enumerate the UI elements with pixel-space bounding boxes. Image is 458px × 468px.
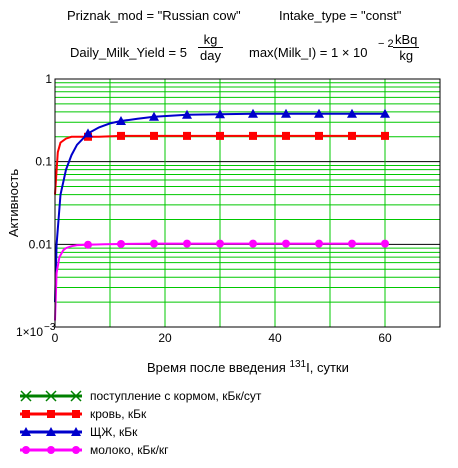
header-max-exponent: − 2 [378, 38, 394, 50]
legend-marker [22, 410, 30, 418]
series-layer [54, 108, 390, 321]
legend-marker [72, 410, 80, 418]
x-tick-label: 40 [268, 331, 282, 345]
series-line [54, 242, 385, 321]
series-marker [83, 128, 93, 138]
series-marker [381, 239, 389, 248]
series-marker [248, 108, 258, 118]
series-marker [183, 131, 191, 140]
header-max-milk: max(Milk_I) = 1 × 10 [249, 45, 368, 60]
series-marker [84, 240, 92, 249]
series-marker [282, 239, 290, 248]
header-yield: Daily_Milk_Yield = 5 [70, 45, 187, 60]
series-marker [381, 131, 389, 140]
legend: поступление с кормом, кБк/сут кровь, кБк Щ… [20, 389, 262, 457]
header-max-unit: kBq kg [393, 32, 420, 63]
series-marker [216, 239, 224, 248]
plot-frame [54, 78, 441, 328]
y-tick-label: 1×10 [16, 325, 43, 339]
x-tick-label: 60 [378, 331, 392, 345]
x-axis-label: Время после введения 131I, сутки [147, 359, 349, 375]
legend-marker [45, 390, 57, 402]
series-marker [281, 108, 291, 118]
axes: 1×10 −3 0.01 0.1 1 0 20 40 60 Активность Время пос… [6, 72, 392, 375]
y-tick-exponent: −3 [44, 322, 56, 333]
series-marker [150, 239, 158, 248]
series-marker [380, 108, 390, 118]
series-marker [282, 131, 290, 140]
y-axis-label: Активность [6, 169, 21, 237]
legend-marker [71, 427, 81, 436]
yield-unit-denominator: day [200, 48, 221, 63]
header-yield-unit: kg day [198, 32, 223, 63]
y-tick-label: 0.1 [35, 155, 52, 169]
x-tick-label: 0 [52, 331, 59, 345]
series-marker [315, 131, 323, 140]
max-unit-denominator: kg [399, 48, 414, 63]
series-marker [314, 108, 324, 118]
y-tick-label: 0.01 [29, 237, 53, 251]
series-marker [249, 239, 257, 248]
x-tick-label: 20 [158, 331, 172, 345]
series-marker [347, 108, 357, 118]
series-marker [348, 131, 356, 140]
legend-label: молоко, кБк/кг [90, 443, 169, 457]
legend-marker [70, 390, 82, 402]
legend-marker [20, 390, 32, 402]
series-marker [149, 111, 159, 121]
series-marker [117, 239, 125, 248]
series-marker [216, 131, 224, 140]
legend-marker [47, 446, 55, 454]
header-priznak: Priznak_mod = "Russian cow" [67, 8, 241, 23]
header-intake: Intake_type = "const" [279, 8, 402, 23]
series-marker [215, 109, 225, 119]
series-marker [315, 239, 323, 248]
legend-marker [47, 410, 55, 418]
series-marker [182, 109, 192, 119]
legend-marker [22, 446, 30, 454]
legend-marker [72, 446, 80, 454]
legend-marker [21, 427, 31, 436]
series-marker [150, 131, 158, 140]
series-marker [183, 239, 191, 248]
series-marker [249, 131, 257, 140]
yield-unit-numerator: kg [198, 32, 223, 48]
legend-label: поступление с кормом, кБк/сут [90, 389, 262, 403]
legend-label: кровь, кБк [90, 407, 147, 421]
series-marker [348, 239, 356, 248]
max-unit-numerator: kBq [393, 32, 420, 48]
series-marker [116, 116, 126, 126]
legend-label: ЩЖ, кБк [90, 425, 138, 439]
y-tick-label: 1 [45, 72, 52, 86]
series-marker [117, 131, 125, 140]
legend-marker [46, 427, 56, 436]
